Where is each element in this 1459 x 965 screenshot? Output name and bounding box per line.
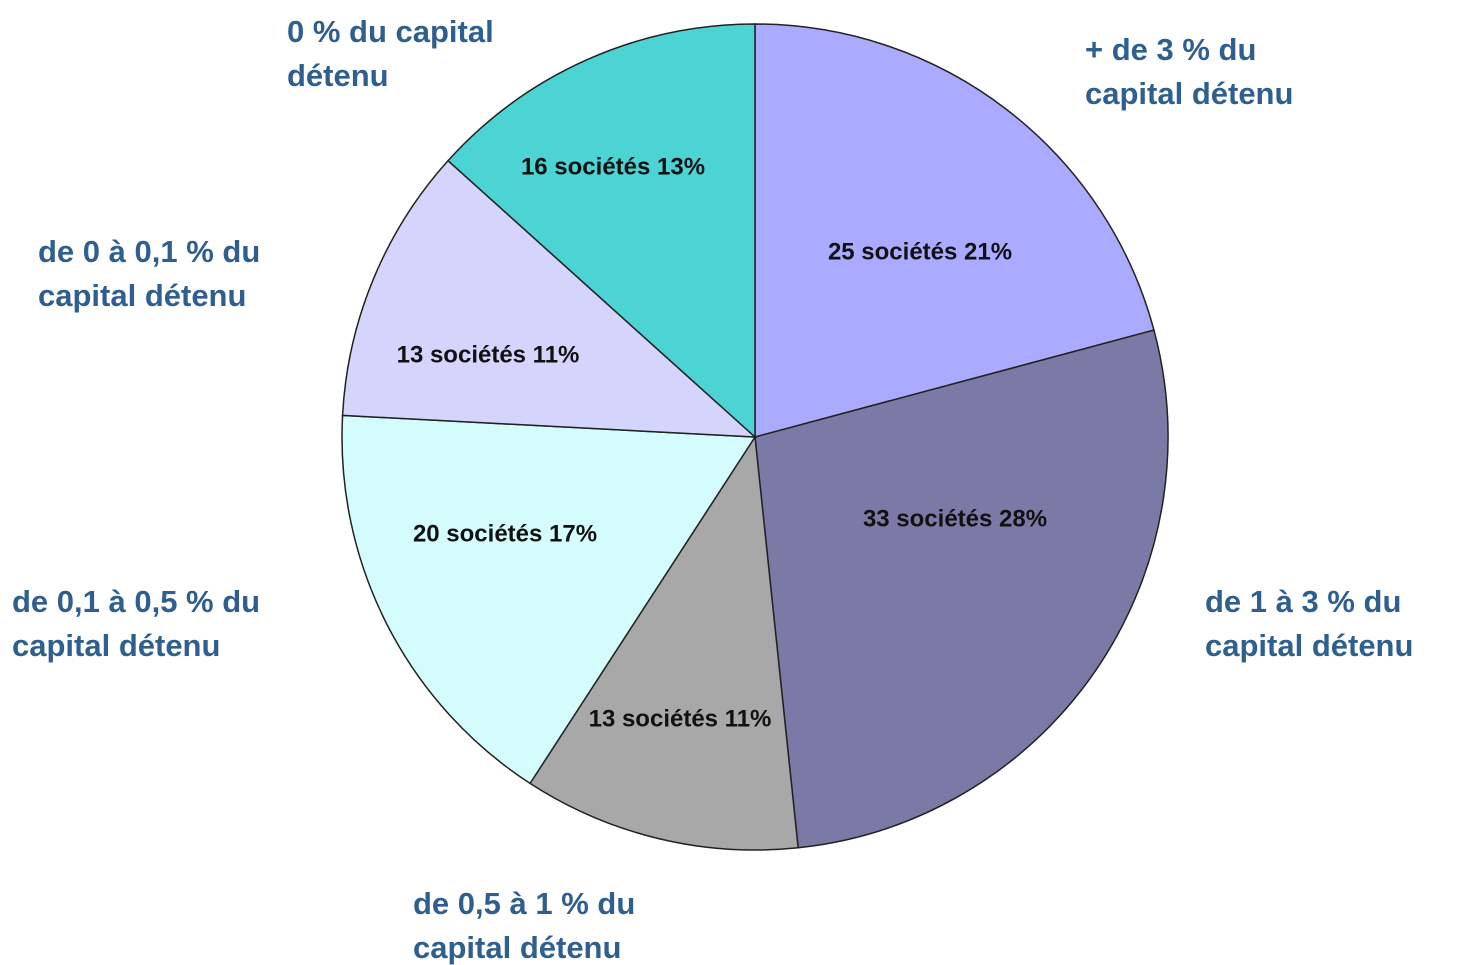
data-label: 16 sociétés 13% (521, 153, 705, 180)
data-label: 25 sociétés 21% (828, 238, 1012, 265)
category-label: 0 % du capital détenu (287, 14, 494, 93)
pie-slice (754, 23, 1155, 438)
category-label: de 1 à 3 % du capital détenu (1205, 584, 1414, 663)
data-label: 20 sociétés 17% (413, 520, 597, 547)
data-label: 33 sociétés 28% (863, 505, 1047, 532)
pie-slice (341, 159, 758, 438)
pie-slice (341, 414, 757, 785)
category-label: de 0,5 à 1 % du capital détenu (413, 886, 636, 965)
pie-slice (754, 329, 1169, 849)
data-label: 13 sociétés 11% (397, 341, 580, 368)
data-label: 13 sociétés 11% (589, 705, 772, 732)
category-label: de 0 à 0,1 % du capital détenu (38, 234, 261, 313)
category-label: de 0,1 à 0,5 % du capital détenu (12, 584, 261, 663)
pie-slice (447, 23, 756, 439)
pie-slice (529, 434, 799, 851)
category-label: + de 3 % du capital détenu (1085, 32, 1294, 111)
